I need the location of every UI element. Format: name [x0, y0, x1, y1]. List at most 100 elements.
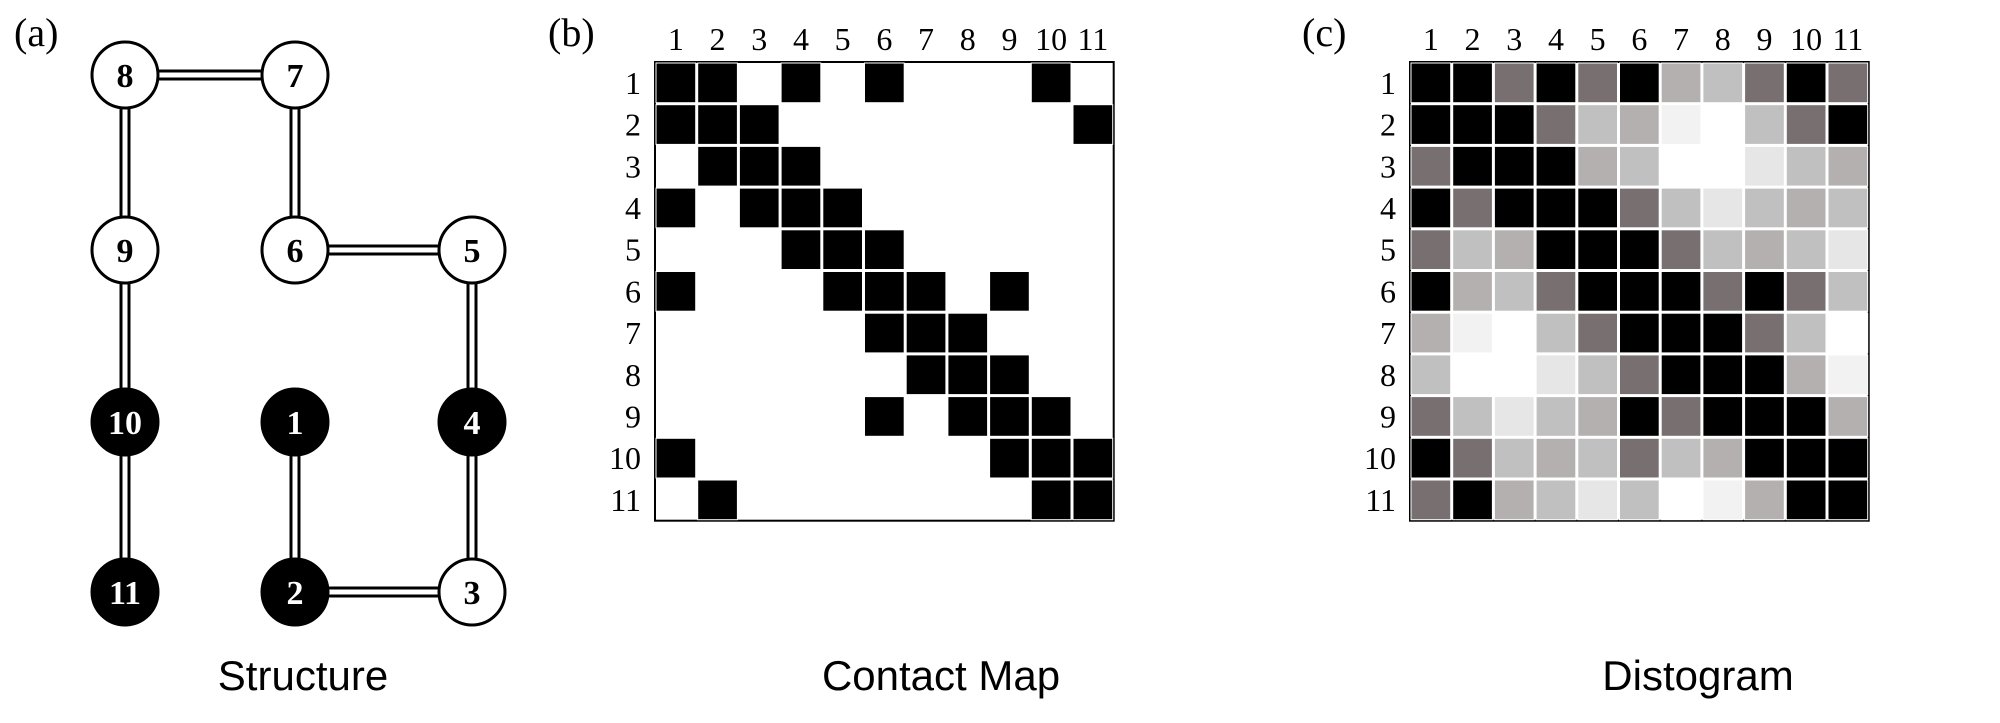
disto-cell-6-1	[1410, 271, 1452, 312]
disto-cell-4-5	[1577, 187, 1619, 229]
disto-cell-8-2	[1452, 354, 1493, 396]
disto-cell-6-5	[1577, 271, 1619, 312]
disto-cell-2-1	[1410, 104, 1452, 145]
disto-cell-9-10	[1785, 396, 1827, 437]
contact-row-label: 9	[625, 398, 641, 434]
structure-diagram: 8 7 9 6 5 10 1 4 11 2 3	[90, 40, 507, 627]
disto-cell-9-4	[1535, 396, 1577, 437]
caption-structure: Structure	[218, 652, 388, 699]
disto-cell-10-10	[1785, 437, 1827, 479]
disto-cell-9-7	[1660, 396, 1702, 437]
contact-cell-11-10	[1030, 479, 1072, 521]
contact-cell-1-10	[1030, 62, 1072, 104]
panel-label-b: (b)	[548, 10, 595, 55]
node-3: 3	[437, 557, 507, 627]
disto-col-label: 9	[1756, 21, 1772, 57]
contact-row-label: 4	[625, 190, 641, 226]
disto-cell-10-2	[1452, 437, 1493, 479]
node-label: 9	[117, 233, 134, 270]
contact-row-label: 3	[625, 148, 641, 184]
disto-cell-10-6	[1619, 437, 1660, 479]
contact-row-label: 7	[625, 315, 641, 351]
disto-cell-11-5	[1577, 479, 1619, 521]
disto-col-label: 11	[1832, 21, 1863, 57]
contact-cell-10-9	[989, 437, 1030, 479]
disto-row-label: 1	[1380, 65, 1396, 101]
disto-cell-5-1	[1410, 229, 1452, 271]
disto-cell-5-3	[1493, 229, 1535, 271]
contact-col-label: 1	[668, 21, 684, 57]
disto-cell-9-11	[1827, 396, 1869, 437]
disto-cell-11-10	[1785, 479, 1827, 521]
disto-cell-3-1	[1410, 145, 1452, 187]
disto-cell-9-2	[1452, 396, 1493, 437]
disto-cell-2-9	[1744, 104, 1785, 145]
panel-label-c: (c)	[1302, 10, 1346, 55]
contact-cell-9-10	[1030, 396, 1072, 437]
node-4: 4	[437, 387, 507, 457]
disto-col-label: 10	[1790, 21, 1822, 57]
disto-cell-6-10	[1785, 271, 1827, 312]
contact-cell-10-1	[655, 437, 697, 479]
disto-cell-2-2	[1452, 104, 1493, 145]
disto-col-label: 1	[1423, 21, 1439, 57]
disto-cell-5-6	[1619, 229, 1660, 271]
disto-row-label: 5	[1380, 232, 1396, 268]
disto-cell-1-2	[1452, 62, 1493, 104]
node-9: 9	[90, 215, 160, 285]
contact-row-label: 2	[625, 107, 641, 143]
disto-cell-3-6	[1619, 145, 1660, 187]
disto-cell-5-2	[1452, 229, 1493, 271]
disto-cell-10-4	[1535, 437, 1577, 479]
disto-cell-11-11	[1827, 479, 1869, 521]
contact-col-label: 5	[835, 21, 851, 57]
contact-col-label: 4	[793, 21, 809, 57]
disto-row-label: 11	[1365, 482, 1396, 518]
contact-col-label: 10	[1035, 21, 1067, 57]
disto-cell-10-11	[1827, 437, 1869, 479]
disto-cell-4-1	[1410, 187, 1452, 229]
contact-cell-8-9	[989, 354, 1030, 396]
disto-cell-11-6	[1619, 479, 1660, 521]
disto-cell-7-3	[1493, 312, 1535, 354]
contact-cell-9-6	[864, 396, 905, 437]
contact-cell-6-9	[989, 271, 1030, 312]
disto-cell-9-8	[1702, 396, 1744, 437]
contact-col-label: 6	[876, 21, 892, 57]
disto-cell-8-10	[1785, 354, 1827, 396]
disto-cell-6-9	[1744, 271, 1785, 312]
disto-cell-7-10	[1785, 312, 1827, 354]
node-label: 7	[287, 58, 304, 95]
contact-cell-3-2	[697, 145, 738, 187]
disto-cell-2-8	[1702, 104, 1744, 145]
disto-cell-8-6	[1619, 354, 1660, 396]
contact-cell-2-1	[655, 104, 697, 145]
disto-cell-9-9	[1744, 396, 1785, 437]
disto-cell-7-2	[1452, 312, 1493, 354]
disto-cell-4-10	[1785, 187, 1827, 229]
disto-cell-8-5	[1577, 354, 1619, 396]
disto-cell-7-1	[1410, 312, 1452, 354]
node-2: 2	[260, 557, 330, 627]
disto-cell-7-7	[1660, 312, 1702, 354]
node-label: 1	[287, 405, 304, 442]
disto-cell-2-5	[1577, 104, 1619, 145]
disto-cell-1-9	[1744, 62, 1785, 104]
disto-cell-5-4	[1535, 229, 1577, 271]
disto-row-label: 9	[1380, 398, 1396, 434]
disto-cell-4-3	[1493, 187, 1535, 229]
disto-col-label: 5	[1590, 21, 1606, 57]
disto-cell-7-6	[1619, 312, 1660, 354]
disto-cell-6-4	[1535, 271, 1577, 312]
disto-cell-5-7	[1660, 229, 1702, 271]
contact-cell-1-6	[864, 62, 905, 104]
disto-cell-3-8	[1702, 145, 1744, 187]
disto-cell-6-11	[1827, 271, 1869, 312]
disto-cell-1-4	[1535, 62, 1577, 104]
node-label: 4	[464, 405, 481, 442]
node-5: 5	[437, 215, 507, 285]
disto-cell-2-6	[1619, 104, 1660, 145]
disto-cell-3-7	[1660, 145, 1702, 187]
